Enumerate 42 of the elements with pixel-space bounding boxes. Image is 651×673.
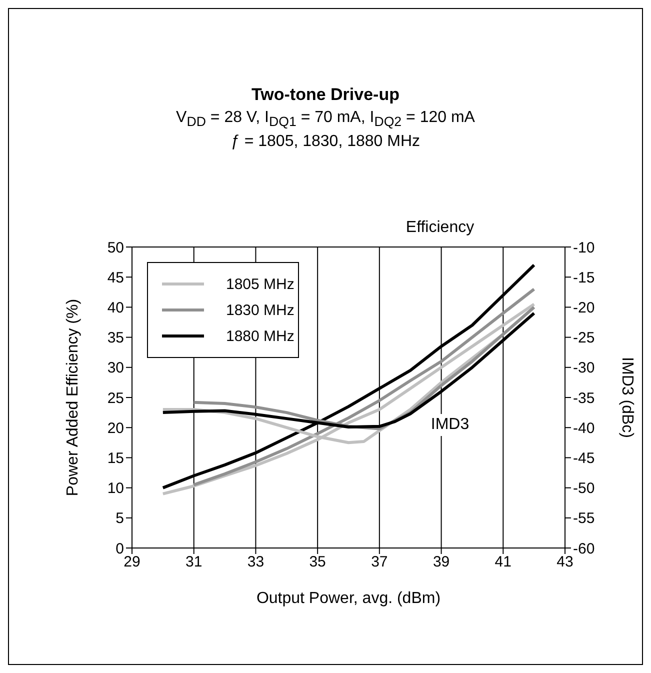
y2-tick-label: -55 bbox=[573, 510, 595, 528]
legend-label: 1830 MHz bbox=[226, 302, 294, 318]
x-tick-label: 35 bbox=[309, 554, 326, 571]
y2-tick-label: -30 bbox=[573, 360, 595, 377]
y-tick-label: 5 bbox=[116, 510, 124, 528]
x-tick-label: 31 bbox=[186, 554, 202, 571]
x-tick-label: 41 bbox=[494, 554, 512, 571]
y-tick-label: 35 bbox=[107, 330, 124, 347]
chart-subtitle: V$_{DD}$ = 28 V, I$_{DQ1}$ = 70 mA, I$_{DQ2}$ = 120 mA ƒ = 1805, 1830, 1880 MHz bbox=[175, 109, 476, 152]
y2-tick-label: -50 bbox=[573, 480, 595, 498]
annotation: IMD3 bbox=[424, 414, 476, 436]
y-tick-label: 10 bbox=[107, 480, 124, 498]
y-tick-label: 15 bbox=[107, 450, 124, 468]
x-tick-label: 33 bbox=[247, 554, 264, 571]
y-tick-label: 45 bbox=[107, 269, 124, 286]
y2-tick-label: -40 bbox=[573, 420, 595, 437]
y2-axis-title: IMD3 (dBc) bbox=[618, 357, 636, 438]
x-tick-label: 43 bbox=[556, 554, 574, 571]
chart-title: Two-tone Drive-up bbox=[250, 84, 400, 105]
y-tick-label: 0 bbox=[116, 540, 124, 558]
y-tick-label: 25 bbox=[107, 390, 124, 407]
text: Efficiency bbox=[400, 217, 480, 239]
y-tick-label: 50 bbox=[107, 239, 124, 256]
x-tick-label: 37 bbox=[371, 554, 388, 571]
y2-tick-label: -10 bbox=[573, 239, 595, 256]
x-tick-label: 29 bbox=[124, 554, 140, 571]
legend-label: 1880 MHz bbox=[226, 328, 294, 344]
y-tick-label: 40 bbox=[107, 300, 124, 317]
y2-tick-label: -15 bbox=[573, 269, 595, 286]
y2-tick-label: -25 bbox=[573, 330, 595, 347]
y2-tick-label: -60 bbox=[573, 540, 595, 558]
y2-tick-label: -45 bbox=[573, 450, 595, 468]
x-tick-label: 39 bbox=[432, 554, 450, 571]
line-series bbox=[161, 302, 536, 496]
y-tick-label: 30 bbox=[107, 360, 124, 377]
y2-tick-label: -35 bbox=[573, 390, 595, 407]
line-series bbox=[192, 288, 536, 486]
legend-label: 1805 MHz bbox=[226, 276, 294, 292]
y-axis-title: Power Added Efficiency (%) bbox=[64, 298, 82, 496]
y-tick-label: 20 bbox=[107, 420, 124, 437]
x-axis-title: Output Power, avg. (dBm) bbox=[256, 590, 441, 607]
y2-tick-label: -20 bbox=[573, 300, 595, 317]
